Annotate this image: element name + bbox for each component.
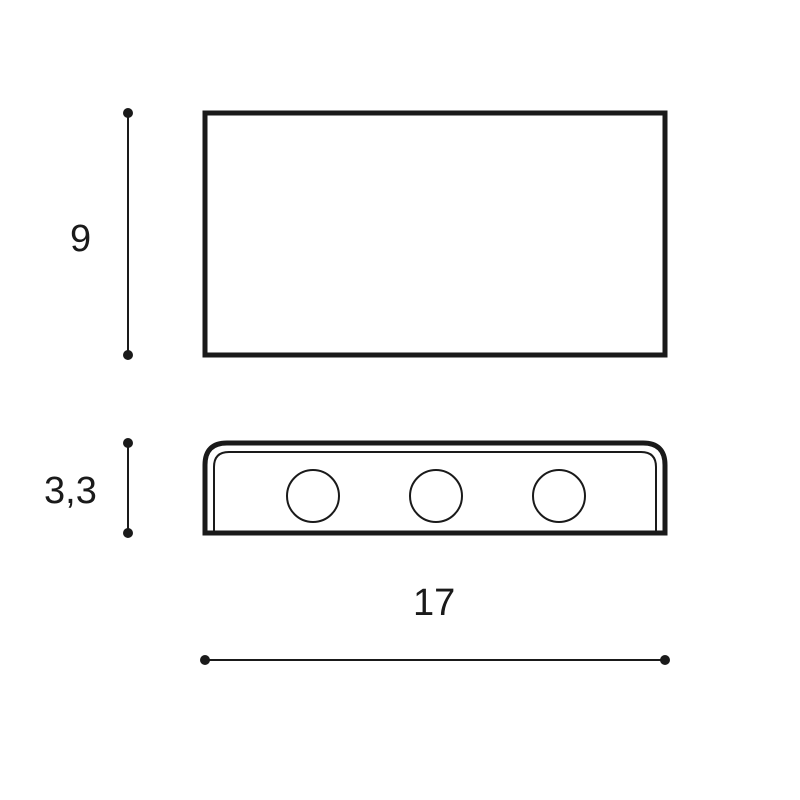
technical-drawing [0, 0, 800, 800]
dimension-label-width: 17 [413, 582, 455, 625]
dimension-label-height-top: 9 [70, 218, 91, 261]
dimension-label-height-bottom: 3,3 [44, 470, 97, 513]
